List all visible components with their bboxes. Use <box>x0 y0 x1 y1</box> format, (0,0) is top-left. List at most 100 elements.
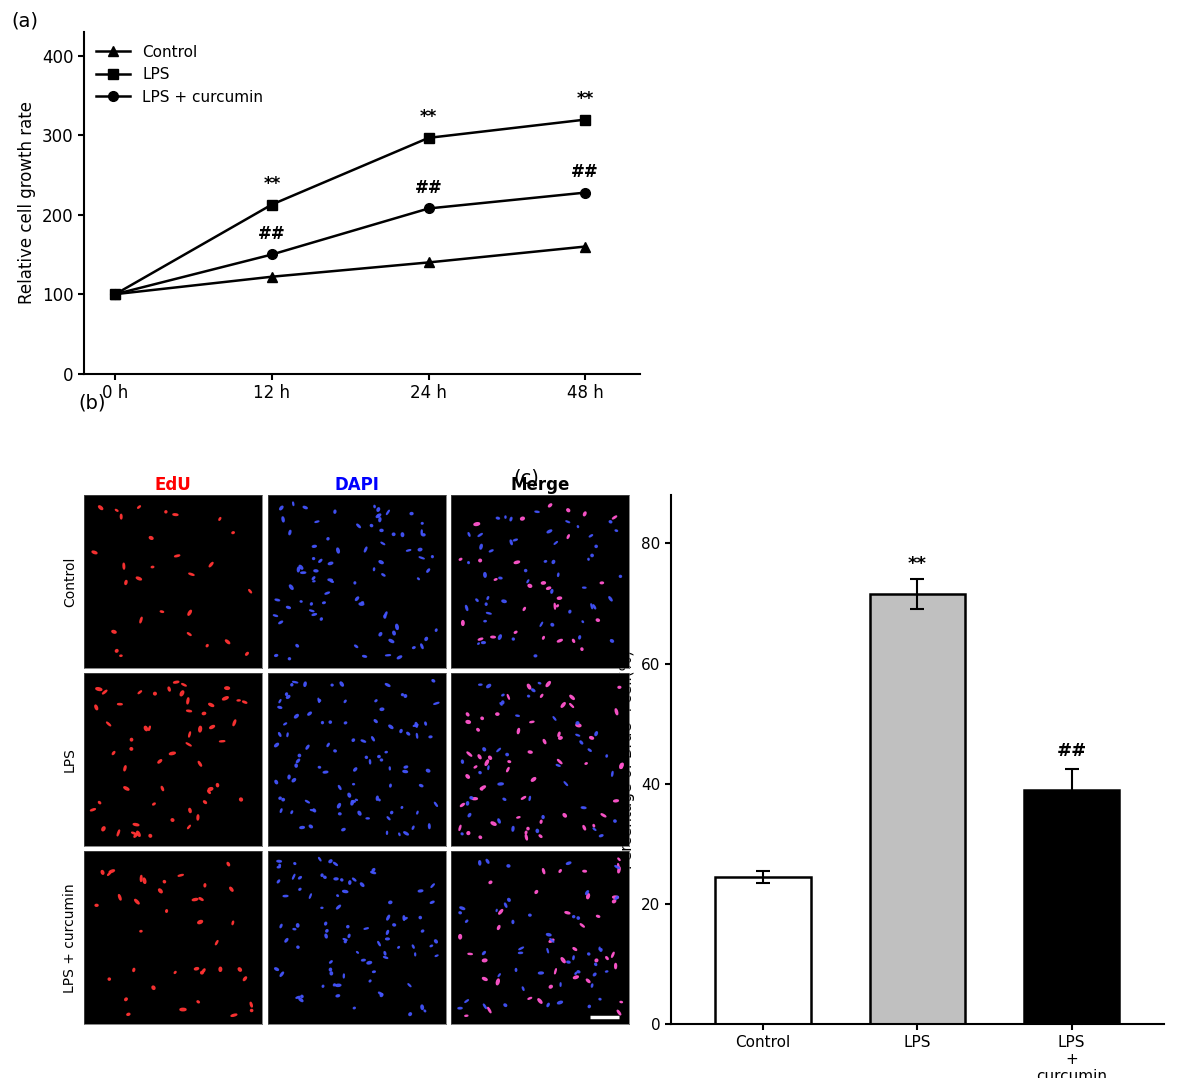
Ellipse shape <box>557 605 558 607</box>
Ellipse shape <box>172 819 174 821</box>
Ellipse shape <box>485 760 488 765</box>
Ellipse shape <box>481 641 485 644</box>
LPS <box>578 113 593 126</box>
Ellipse shape <box>421 1005 424 1009</box>
Ellipse shape <box>328 579 332 581</box>
Ellipse shape <box>613 800 618 802</box>
Ellipse shape <box>577 917 580 920</box>
Ellipse shape <box>378 992 383 995</box>
Text: ##: ## <box>258 224 286 243</box>
Ellipse shape <box>528 695 529 697</box>
Ellipse shape <box>152 986 155 990</box>
Ellipse shape <box>619 576 622 578</box>
Ellipse shape <box>338 813 341 815</box>
Ellipse shape <box>589 535 593 537</box>
Ellipse shape <box>379 561 383 564</box>
Ellipse shape <box>288 775 290 778</box>
Ellipse shape <box>355 597 359 600</box>
Ellipse shape <box>470 797 473 799</box>
Ellipse shape <box>487 1008 491 1012</box>
Ellipse shape <box>616 896 618 899</box>
Ellipse shape <box>544 740 546 744</box>
Ellipse shape <box>554 541 557 544</box>
Ellipse shape <box>224 687 229 690</box>
Ellipse shape <box>404 917 407 920</box>
Ellipse shape <box>329 968 331 971</box>
Title: EdU: EdU <box>155 475 192 494</box>
Ellipse shape <box>570 695 575 700</box>
Ellipse shape <box>619 763 623 769</box>
Ellipse shape <box>526 834 528 840</box>
Ellipse shape <box>468 533 470 536</box>
Ellipse shape <box>288 658 290 660</box>
Ellipse shape <box>613 896 618 898</box>
Ellipse shape <box>328 744 329 746</box>
Ellipse shape <box>540 622 542 626</box>
Ellipse shape <box>334 984 335 986</box>
Ellipse shape <box>296 996 300 998</box>
Ellipse shape <box>540 820 542 824</box>
Ellipse shape <box>522 987 524 991</box>
Ellipse shape <box>227 862 229 866</box>
Ellipse shape <box>485 603 487 605</box>
Ellipse shape <box>586 890 588 895</box>
Ellipse shape <box>277 880 280 883</box>
Ellipse shape <box>517 729 520 734</box>
Ellipse shape <box>466 775 469 778</box>
Ellipse shape <box>557 597 562 599</box>
Ellipse shape <box>415 722 418 728</box>
Ellipse shape <box>536 829 539 832</box>
Ellipse shape <box>198 761 202 766</box>
Ellipse shape <box>521 797 526 799</box>
Ellipse shape <box>506 768 509 772</box>
Ellipse shape <box>479 685 482 686</box>
Ellipse shape <box>404 694 407 697</box>
Ellipse shape <box>286 693 288 695</box>
Ellipse shape <box>491 636 496 638</box>
Ellipse shape <box>612 516 617 519</box>
Ellipse shape <box>178 874 184 876</box>
Ellipse shape <box>420 785 422 787</box>
Ellipse shape <box>586 763 587 764</box>
Ellipse shape <box>209 563 212 567</box>
Ellipse shape <box>143 879 146 883</box>
Ellipse shape <box>407 550 410 551</box>
Ellipse shape <box>293 928 295 929</box>
Ellipse shape <box>330 972 332 975</box>
Ellipse shape <box>90 808 95 811</box>
Ellipse shape <box>497 517 499 520</box>
Ellipse shape <box>113 751 115 755</box>
Ellipse shape <box>464 1015 468 1017</box>
Ellipse shape <box>479 638 482 640</box>
Ellipse shape <box>588 1006 590 1008</box>
Ellipse shape <box>379 633 382 636</box>
Ellipse shape <box>576 722 578 724</box>
Ellipse shape <box>600 949 602 951</box>
Ellipse shape <box>140 618 142 623</box>
Ellipse shape <box>325 922 326 925</box>
Ellipse shape <box>169 752 175 755</box>
Ellipse shape <box>280 924 282 928</box>
Ellipse shape <box>337 895 338 897</box>
Ellipse shape <box>514 539 517 541</box>
Ellipse shape <box>553 717 556 720</box>
Ellipse shape <box>323 771 328 773</box>
Ellipse shape <box>559 736 562 740</box>
Ellipse shape <box>467 802 469 805</box>
Ellipse shape <box>467 831 469 834</box>
Ellipse shape <box>388 817 390 819</box>
Ellipse shape <box>610 521 612 523</box>
Ellipse shape <box>516 715 520 716</box>
Ellipse shape <box>390 784 391 787</box>
Ellipse shape <box>378 515 379 517</box>
Ellipse shape <box>194 968 198 970</box>
Ellipse shape <box>294 862 295 865</box>
Ellipse shape <box>466 720 470 723</box>
Ellipse shape <box>384 612 386 617</box>
Ellipse shape <box>322 874 323 876</box>
Ellipse shape <box>496 713 499 715</box>
Ellipse shape <box>277 867 281 868</box>
Ellipse shape <box>324 876 326 879</box>
Ellipse shape <box>548 503 552 507</box>
Ellipse shape <box>319 559 322 563</box>
